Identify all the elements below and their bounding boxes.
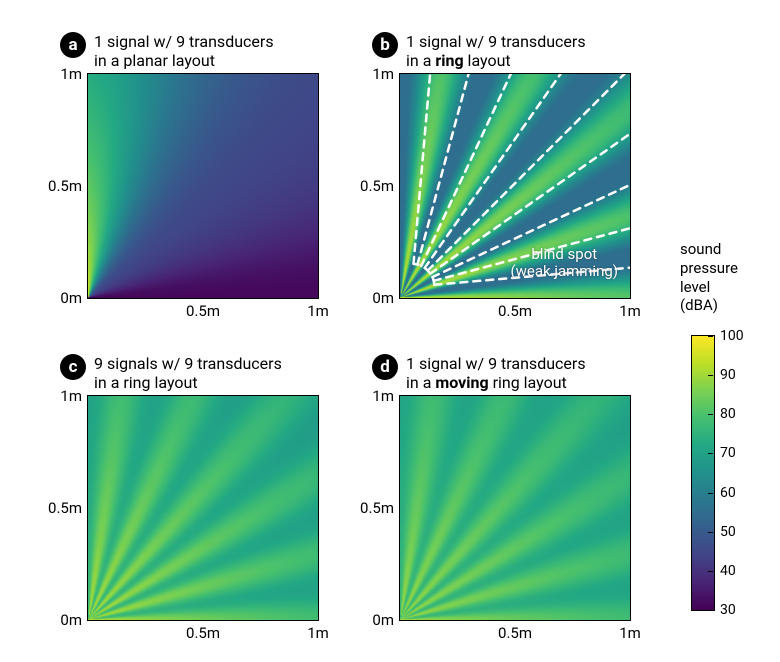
plot-a: 1m0.5m0m0.5m1m	[88, 74, 318, 298]
y-tick: 0.5m	[48, 499, 88, 517]
y-tick: 0m	[60, 289, 88, 307]
panel-title-d: d 1 signal w/ 9 transducersin a moving ri…	[372, 354, 586, 392]
x-tick: 1m	[307, 620, 329, 642]
y-tick: 0m	[372, 289, 400, 307]
panel-title-c: c 9 signals w/ 9 transducersin a ring lay…	[60, 354, 282, 392]
colorbar-tick: 80	[714, 406, 736, 422]
plot-d: 1m0.5m0m0.5m1m	[400, 396, 630, 620]
plot-c: 1m0.5m0m0.5m1m	[88, 396, 318, 620]
panel-badge-d: d	[372, 354, 398, 380]
panel-badge-b: b	[372, 32, 398, 58]
colorbar-tick: 30	[714, 602, 736, 618]
x-tick: 1m	[619, 620, 641, 642]
heatmap-a	[88, 74, 318, 298]
y-tick: 1m	[60, 65, 88, 83]
x-tick: 0.5m	[498, 620, 532, 642]
x-tick: 0.5m	[498, 298, 532, 320]
colorbar-title: soundpressurelevel (dBA)	[680, 240, 738, 315]
y-tick: 0.5m	[48, 177, 88, 195]
y-tick: 1m	[60, 387, 88, 405]
colorbar-tick: 40	[714, 563, 736, 579]
blind-spot-label: blind spot(weak jamming)	[511, 246, 618, 281]
y-tick: 0.5m	[360, 499, 400, 517]
panel-badge-a: a	[60, 32, 86, 58]
panel-title-text-c: 9 signals w/ 9 transducersin a ring layo…	[94, 354, 282, 392]
y-tick: 0m	[60, 611, 88, 629]
panel-badge-c: c	[60, 354, 86, 380]
colorbar-tick: 50	[714, 524, 736, 540]
x-tick: 0.5m	[186, 620, 220, 642]
panel-title-b: b 1 signal w/ 9 transducersin a ring layo…	[372, 32, 586, 70]
colorbar-tick: 70	[714, 445, 736, 461]
figure-root: a 1 signal w/ 9 transducersin a planar la…	[0, 0, 780, 662]
y-tick: 1m	[372, 387, 400, 405]
x-tick: 1m	[307, 298, 329, 320]
heatmap-d	[400, 396, 630, 620]
panel-title-text-a: 1 signal w/ 9 transducersin a planar lay…	[94, 32, 274, 70]
colorbar-tick: 100	[714, 328, 744, 344]
x-tick: 1m	[619, 298, 641, 320]
colorbar-tick: 90	[714, 367, 736, 383]
y-tick: 0m	[372, 611, 400, 629]
y-tick: 1m	[372, 65, 400, 83]
plot-b: blind spot(weak jamming)1m0.5m0m0.5m1m	[400, 74, 630, 298]
panel-title-text-b: 1 signal w/ 9 transducersin a ring layou…	[406, 32, 586, 70]
panel-title-a: a 1 signal w/ 9 transducersin a planar la…	[60, 32, 274, 70]
colorbar-tick: 60	[714, 485, 736, 501]
heatmap-c	[88, 396, 318, 620]
y-tick: 0.5m	[360, 177, 400, 195]
colorbar-gradient: 10090807060504030	[692, 336, 714, 610]
panel-title-text-d: 1 signal w/ 9 transducersin a moving rin…	[406, 354, 586, 392]
x-tick: 0.5m	[186, 298, 220, 320]
